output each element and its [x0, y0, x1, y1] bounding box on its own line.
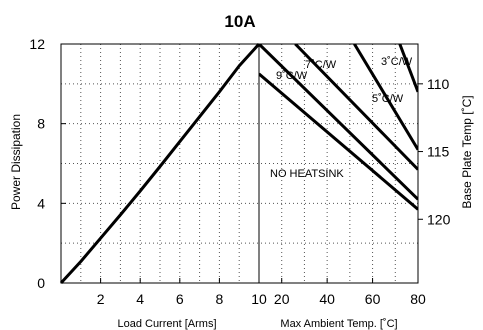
annotation-3cw: 3˚C/W: [381, 56, 413, 68]
y-axis-title: Power Dissipation: [9, 114, 23, 210]
plot-border: [60, 43, 419, 284]
axis-labels: 0 4 8 12 2 4 6 8 10 20 40 60 80 110 115 120 NO HEATSINK 9…: [29, 36, 450, 307]
series-line-5cw: [353, 44, 418, 151]
right-tick-label: 110: [427, 76, 450, 92]
x-tick-label-left: 10: [251, 291, 267, 307]
series-line-7cw: [294, 44, 418, 171]
annotation-no-heatsink: NO HEATSINK: [270, 168, 344, 180]
y-tick-label: 0: [37, 275, 45, 291]
series-line-power-vs-current: [59, 42, 261, 285]
x-tick-label-left: 2: [97, 291, 105, 307]
x-tick-label-left: 6: [176, 291, 184, 307]
series-line-9cw: [259, 44, 418, 201]
y-tick-label: 12: [29, 36, 45, 52]
plot-frame: [60, 43, 423, 284]
x-tick-label-left: 4: [136, 291, 144, 307]
chart-title: 10A: [224, 12, 255, 31]
x-tick-label-right: 60: [365, 291, 381, 307]
data-curves: [59, 42, 418, 285]
right-tick-label: 115: [427, 144, 450, 160]
x-tick-label-left: 8: [216, 291, 224, 307]
series-line-no-heatsink: [259, 72, 418, 211]
series-line-3cw: [398, 44, 418, 93]
x-tick-label-right: 20: [274, 291, 290, 307]
annotation-5cw: 5˚C/W: [372, 93, 404, 105]
y-tick-label: 4: [37, 195, 45, 211]
x-tick-label-right: 40: [319, 291, 335, 307]
annotation-7cw: 7˚C/W: [305, 59, 337, 71]
annotation-9cw: 9˚C/W: [276, 70, 308, 82]
right-axis-title: Base Plate Temp [˚C]: [460, 95, 474, 208]
right-tick-label: 120: [427, 211, 451, 227]
x-axis-title-left: Load Current [Arms]: [117, 318, 216, 330]
x-tick-label-right: 80: [410, 291, 426, 307]
y-tick-label: 8: [37, 116, 45, 132]
x-axis-title-right: Max Ambient Temp. [˚C]: [280, 318, 397, 330]
